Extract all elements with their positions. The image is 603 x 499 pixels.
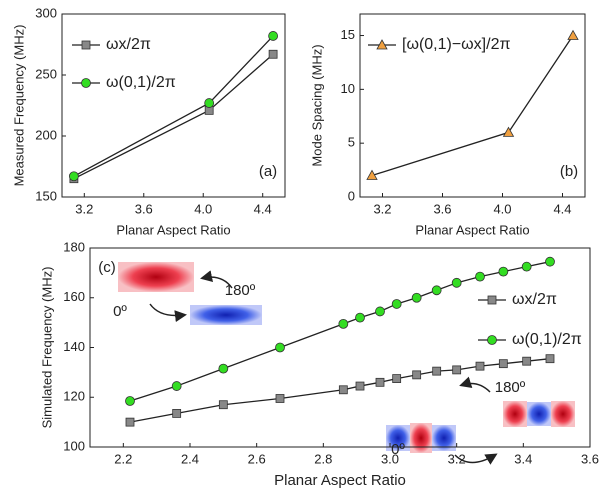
data-point — [68, 171, 79, 182]
data-point — [502, 126, 515, 137]
data-point — [545, 256, 555, 267]
data-point — [451, 277, 462, 288]
panel-label: (c) — [98, 259, 116, 276]
data-point — [125, 396, 135, 406]
annotation: 180º — [225, 282, 256, 299]
y-tick-label: 5 — [348, 135, 355, 150]
y-tick-label: 120 — [63, 389, 85, 404]
legend-label: ω(0,1)/2π — [512, 331, 582, 348]
data-point — [375, 377, 385, 387]
x-tick-label: 3.0 — [381, 451, 399, 466]
y-tick-label: 200 — [35, 127, 57, 142]
data-point — [171, 381, 182, 391]
legend-marker — [487, 335, 497, 345]
data-point — [431, 285, 442, 296]
data-point — [268, 49, 278, 59]
y-tick-label: 300 — [35, 5, 57, 20]
x-tick-label: 2.8 — [314, 451, 332, 466]
legend-label: ωx/2π — [512, 291, 557, 308]
data-point — [567, 29, 579, 40]
x-tick-label: 3.6 — [433, 201, 451, 216]
y-axis-title: Simulated Frequency (MHz) — [39, 267, 54, 429]
x-tick-label: 2.6 — [248, 451, 266, 466]
y-axis-title: Measured Frequency (MHz) — [11, 25, 26, 187]
y-tick-label: 160 — [63, 289, 85, 304]
y-tick-label: 10 — [341, 81, 355, 96]
legend-marker — [487, 295, 497, 305]
x-tick-label: 4.4 — [254, 201, 272, 216]
data-point — [545, 354, 555, 364]
data-point — [498, 359, 508, 369]
data-point — [204, 98, 215, 108]
data-point — [522, 356, 532, 366]
data-point — [218, 400, 228, 410]
data-point — [452, 365, 462, 375]
y-tick-label: 250 — [35, 66, 57, 81]
data-point — [268, 31, 279, 41]
data-point — [375, 306, 385, 317]
data-point — [275, 342, 285, 353]
data-point — [411, 292, 422, 303]
x-axis-title: Planar Aspect Ratio — [116, 222, 230, 237]
series-line — [371, 35, 574, 177]
data-point — [125, 417, 135, 427]
panel-label: (b) — [560, 163, 578, 180]
panel-label: (a) — [259, 163, 277, 180]
legend-marker — [81, 40, 91, 50]
legend-marker — [81, 78, 91, 88]
x-tick-label: 3.6 — [581, 451, 599, 466]
x-tick-label: 3.2 — [75, 201, 93, 216]
data-point — [521, 261, 532, 272]
data-point — [218, 363, 229, 374]
data-point — [355, 312, 365, 323]
data-point — [366, 169, 378, 180]
x-tick-label: 2.2 — [114, 451, 132, 466]
data-point — [475, 361, 485, 371]
x-tick-label: 3.4 — [514, 451, 532, 466]
y-tick-label: 0 — [348, 188, 355, 203]
annotation: 0º — [391, 441, 405, 458]
legend-label: ωx/2π — [106, 36, 151, 53]
data-point — [338, 318, 349, 329]
annotation: 0º — [113, 303, 127, 320]
y-tick-label: 15 — [341, 27, 355, 42]
x-tick-label: 4.0 — [493, 201, 511, 216]
x-tick-label: 3.2 — [373, 201, 391, 216]
data-point — [432, 366, 442, 376]
y-tick-label: 140 — [63, 339, 85, 354]
annotation: 180º — [495, 379, 526, 396]
y-tick-label: 100 — [63, 438, 85, 453]
data-point — [498, 266, 509, 277]
data-point — [412, 370, 422, 380]
x-tick-label: 4.4 — [553, 201, 571, 216]
data-point — [391, 299, 402, 309]
x-tick-label: 4.0 — [194, 201, 212, 216]
data-point — [172, 409, 182, 418]
series-line — [73, 35, 274, 177]
x-axis-title: Planar Aspect Ratio — [274, 472, 406, 489]
legend-marker — [376, 39, 388, 50]
x-tick-label: 3.2 — [448, 451, 466, 466]
x-axis-title: Planar Aspect Ratio — [415, 222, 529, 237]
y-axis-title: Mode Spacing (MHz) — [309, 44, 324, 166]
data-point — [392, 374, 402, 383]
plot-frame — [359, 13, 586, 198]
legend-label: [ω(0,1)−ωx]/2π — [402, 36, 511, 53]
x-tick-label: 3.6 — [135, 201, 153, 216]
y-tick-label: 150 — [35, 188, 57, 203]
plot-frame — [61, 13, 286, 198]
x-tick-label: 2.4 — [181, 451, 199, 466]
data-point — [355, 381, 365, 391]
data-point — [275, 394, 285, 403]
data-point — [475, 271, 485, 282]
data-point — [338, 385, 348, 395]
legend-label: ω(0,1)/2π — [106, 74, 176, 91]
y-tick-label: 180 — [63, 239, 85, 254]
